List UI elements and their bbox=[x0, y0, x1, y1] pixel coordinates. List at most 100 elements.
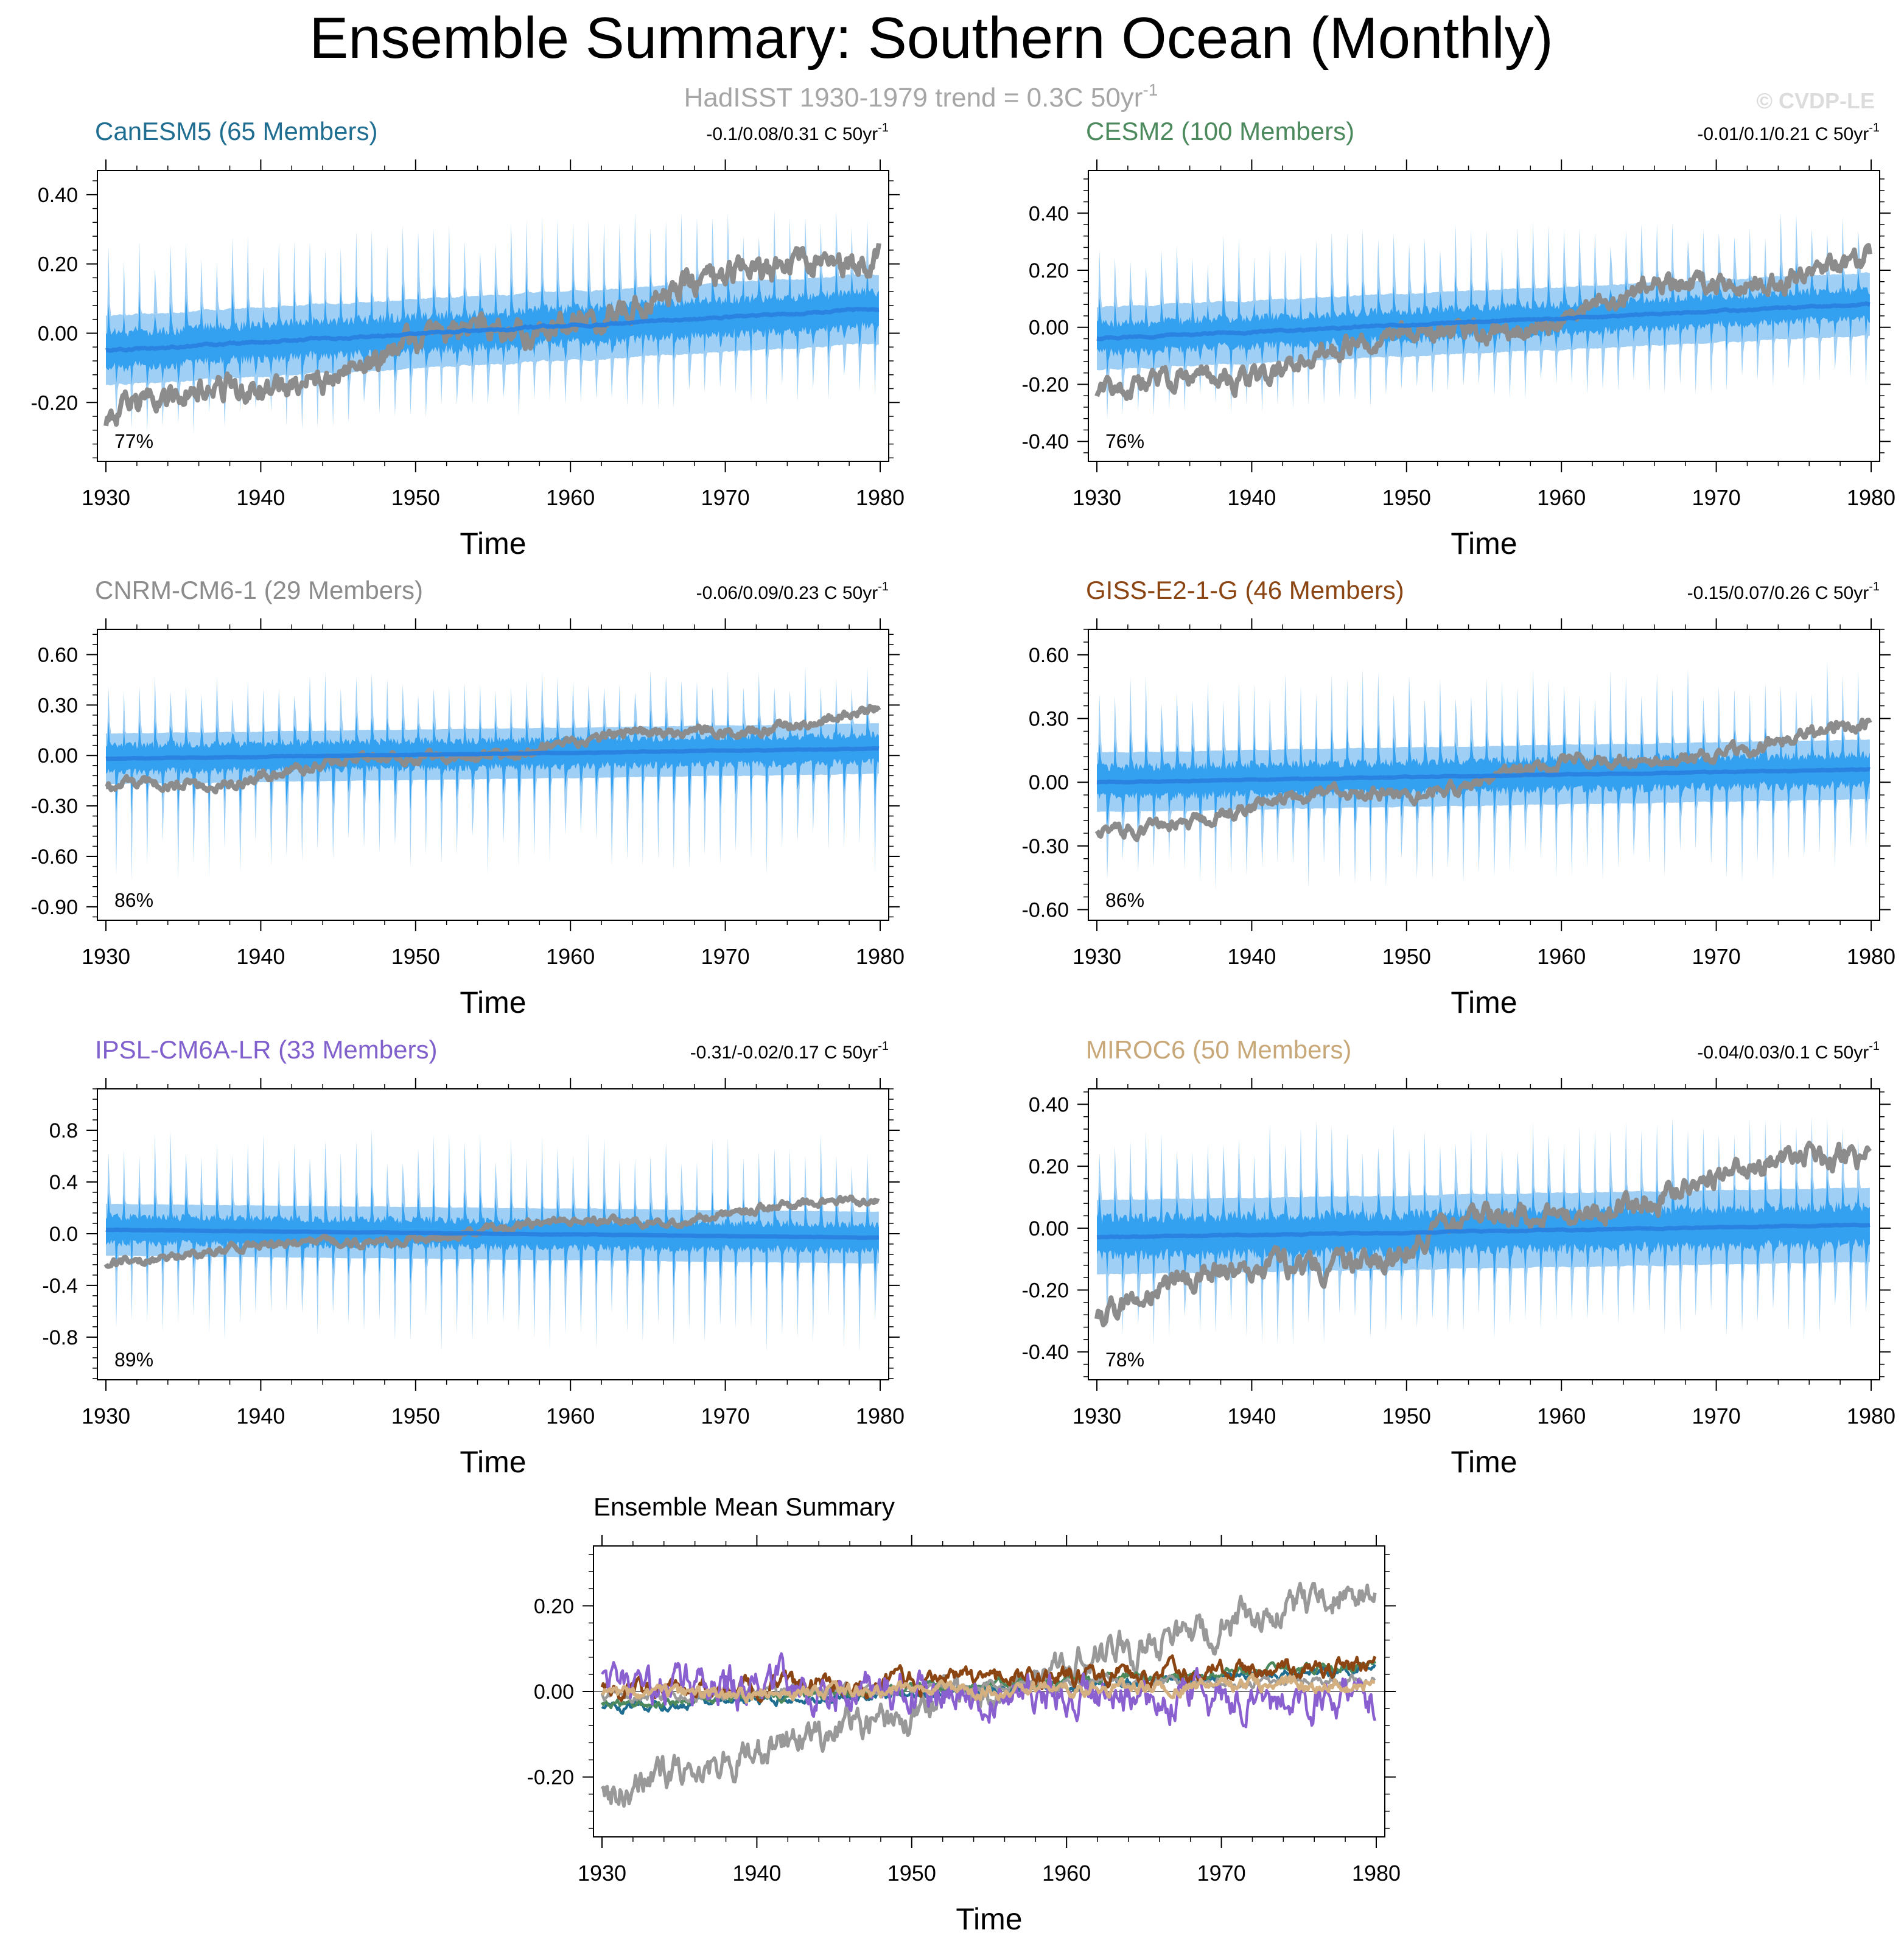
x-tick-label: 1960 bbox=[1537, 1404, 1586, 1428]
y-tick-label: -0.8 bbox=[42, 1326, 78, 1349]
plot-frame bbox=[97, 629, 889, 921]
trend-label-main: -0.31/-0.02/0.17 C 50yr bbox=[690, 1043, 878, 1063]
x-tick-label: 1960 bbox=[546, 1404, 595, 1428]
y-tick-label: -0.20 bbox=[527, 1766, 575, 1789]
y-tick-label: 0.30 bbox=[1029, 708, 1069, 731]
x-tick-label: 1940 bbox=[236, 485, 285, 510]
y-tick-label: -0.60 bbox=[1022, 899, 1069, 922]
trend-label-sup: -1 bbox=[878, 1040, 889, 1053]
series-hadisst bbox=[600, 1581, 1377, 1808]
panel-title: GISS-E2-1-G (46 Members) bbox=[1086, 576, 1404, 604]
x-tick-label: 1940 bbox=[236, 944, 285, 969]
observed-series bbox=[1094, 1141, 1872, 1327]
panel-title: CNRM-CM6-1 (29 Members) bbox=[95, 576, 423, 604]
x-tick-label: 1930 bbox=[82, 1404, 130, 1428]
observed-series bbox=[1094, 243, 1872, 401]
y-tick-label: -0.60 bbox=[31, 845, 79, 869]
y-tick-label: 0.00 bbox=[1029, 1217, 1069, 1240]
y-tick-label: -0.90 bbox=[31, 896, 79, 919]
x-tick-label: 1930 bbox=[1073, 944, 1121, 969]
plot-frame bbox=[97, 1088, 889, 1380]
observed-series bbox=[103, 1194, 880, 1269]
x-tick-label: 1960 bbox=[546, 944, 595, 969]
trend-label-sup: -1 bbox=[1869, 580, 1880, 593]
plot-area-canesm5 bbox=[103, 209, 881, 435]
x-tick-label: 1940 bbox=[236, 1404, 285, 1428]
x-tick-label: 1930 bbox=[82, 485, 130, 510]
ensemble-outer-band bbox=[106, 666, 879, 881]
y-tick-label: -0.30 bbox=[1022, 835, 1069, 858]
trend-label: -0.06/0.09/0.23 C 50yr-1 bbox=[696, 580, 889, 603]
y-tick-label: -0.40 bbox=[1022, 430, 1069, 453]
x-axis-label: Time bbox=[460, 985, 526, 1019]
trend-label-sup: -1 bbox=[878, 121, 889, 135]
chart-ipsl: -0.8 -0.4 0.0 0.4 0.8 1930 1940 1950 1960 1970 198… bbox=[42, 1035, 905, 1479]
trend-label: -0.04/0.03/0.1 C 50yr-1 bbox=[1697, 1040, 1880, 1063]
trend-label: -0.1/0.08/0.31 C 50yr-1 bbox=[706, 121, 889, 144]
panel-title: CESM2 (100 Members) bbox=[1086, 117, 1354, 145]
series-ipsl-cm6a-lr bbox=[601, 1652, 1377, 1729]
y-tick-label: 0.30 bbox=[38, 694, 78, 717]
x-tick-label: 1970 bbox=[1692, 1404, 1741, 1428]
y-tick-label: -0.4 bbox=[42, 1274, 78, 1298]
trend-label-main: -0.06/0.09/0.23 C 50yr bbox=[696, 583, 878, 603]
x-tick-label: 1950 bbox=[391, 944, 440, 969]
x-tick-label: 1960 bbox=[546, 485, 595, 510]
x-tick-label: 1950 bbox=[1382, 1404, 1431, 1428]
y-tick-label: 0.60 bbox=[38, 643, 78, 666]
page-subtitle-main: HadISST 1930-1979 trend = 0.3C 50yr bbox=[684, 83, 1143, 113]
plot-frame bbox=[97, 170, 889, 462]
ensemble-inner-band bbox=[1097, 263, 1870, 375]
y-tick-label: 0.20 bbox=[534, 1595, 574, 1618]
x-tick-label: 1940 bbox=[1227, 1404, 1276, 1428]
x-tick-label: 1980 bbox=[1847, 944, 1895, 969]
x-tick-label: 1950 bbox=[1382, 485, 1431, 510]
percent-label: 77% bbox=[114, 430, 153, 452]
trend-label: -0.15/0.07/0.26 C 50yr-1 bbox=[1687, 580, 1880, 603]
ensemble-mean-series bbox=[105, 746, 880, 761]
chart-giss: -0.60 -0.30 0.00 0.30 0.60 1930 1940 1950 1960 19… bbox=[1022, 576, 1896, 1019]
x-tick-label: 1980 bbox=[856, 1404, 905, 1428]
x-tick-label: 1970 bbox=[701, 1404, 750, 1428]
panel-title: CanESM5 (65 Members) bbox=[95, 117, 377, 145]
trend-label: -0.01/0.1/0.21 C 50yr-1 bbox=[1697, 121, 1880, 144]
x-tick-label: 1930 bbox=[1073, 1404, 1121, 1428]
x-tick-label: 1930 bbox=[1073, 485, 1121, 510]
x-tick-label: 1960 bbox=[1537, 485, 1586, 510]
page-subtitle-sup: -1 bbox=[1143, 80, 1158, 99]
y-tick-label: 0.20 bbox=[38, 253, 78, 276]
trend-label-main: -0.01/0.1/0.21 C 50yr bbox=[1697, 124, 1869, 144]
x-tick-label: 1940 bbox=[1227, 944, 1276, 969]
x-tick-label: 1950 bbox=[887, 1861, 936, 1886]
percent-label: 89% bbox=[114, 1349, 153, 1371]
x-tick-label: 1970 bbox=[1692, 485, 1741, 510]
ensemble-inner-band bbox=[106, 1182, 879, 1292]
series-miroc6 bbox=[601, 1673, 1376, 1704]
trend-label-sup: -1 bbox=[1869, 121, 1880, 135]
x-axis-label: Time bbox=[1451, 526, 1517, 561]
panel-title: MIROC6 (50 Members) bbox=[1086, 1035, 1351, 1064]
panel-title: Ensemble Mean Summary bbox=[593, 1492, 895, 1521]
x-tick-label: 1960 bbox=[1042, 1861, 1091, 1886]
y-tick-label: 0.00 bbox=[534, 1680, 574, 1704]
x-tick-label: 1950 bbox=[1382, 944, 1431, 969]
y-tick-label: 0.20 bbox=[1029, 1155, 1069, 1178]
ensemble-mean-series bbox=[105, 306, 880, 353]
watermark: © CVDP-LE bbox=[1756, 88, 1875, 113]
x-axis-label: Time bbox=[1451, 985, 1517, 1019]
y-tick-label: 0.40 bbox=[1029, 1093, 1069, 1116]
x-tick-label: 1970 bbox=[701, 944, 750, 969]
plot-frame bbox=[1088, 1088, 1880, 1380]
y-tick-label: -0.40 bbox=[1022, 1341, 1069, 1364]
page-subtitle: HadISST 1930-1979 trend = 0.3C 50yr-1 bbox=[684, 80, 1158, 113]
chart-cesm2: -0.40 -0.20 0.00 0.20 0.40 1930 1940 1950 1960 19… bbox=[1022, 117, 1896, 561]
trend-label-sup: -1 bbox=[1869, 1040, 1880, 1053]
trend-label: -0.31/-0.02/0.17 C 50yr-1 bbox=[690, 1040, 889, 1063]
percent-label: 78% bbox=[1105, 1349, 1144, 1371]
x-tick-label: 1970 bbox=[1197, 1861, 1246, 1886]
plot-area-summary bbox=[593, 1581, 1385, 1808]
percent-label: 86% bbox=[114, 889, 153, 911]
x-tick-label: 1940 bbox=[1227, 485, 1276, 510]
y-tick-label: 0.20 bbox=[1029, 259, 1069, 282]
